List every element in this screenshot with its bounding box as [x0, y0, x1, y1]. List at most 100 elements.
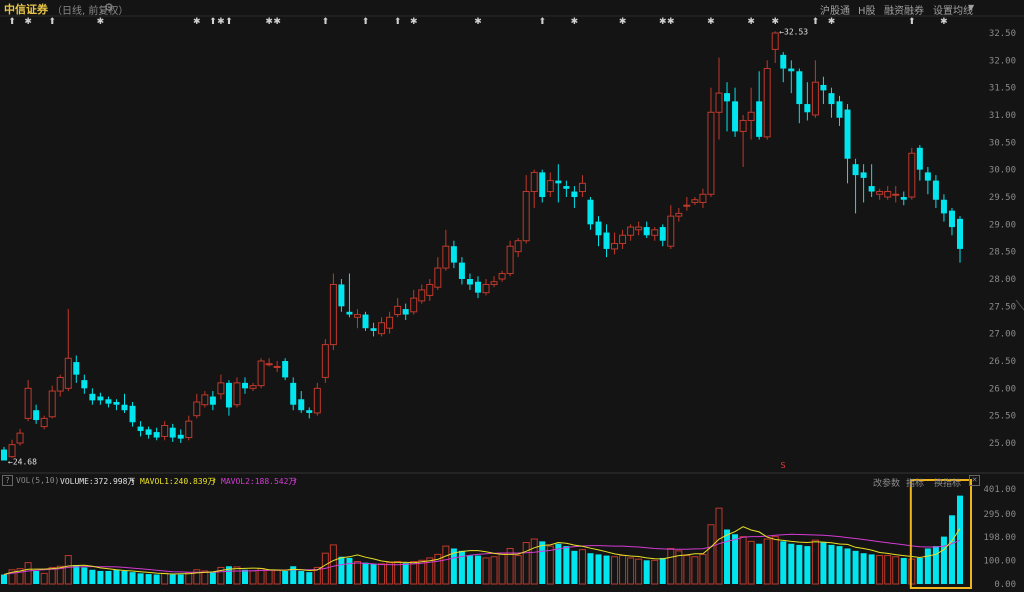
volume-bar	[900, 557, 907, 584]
candle-body	[739, 119, 747, 132]
volume-bar	[329, 544, 337, 585]
candle-body	[64, 357, 72, 389]
volume-bar	[121, 570, 128, 584]
candle-body	[225, 382, 232, 408]
h-share-button[interactable]: H股	[858, 6, 876, 17]
highlight-box	[909, 479, 972, 589]
candle-body	[48, 390, 56, 418]
candle-body	[780, 54, 787, 69]
volume-bar	[715, 507, 723, 585]
candle-body	[587, 199, 594, 225]
candle	[595, 216, 602, 247]
candle-body	[105, 399, 112, 404]
candle-body	[33, 410, 40, 421]
close-icon[interactable]: ✕	[969, 475, 980, 486]
volume-bar	[868, 554, 875, 584]
candle-body	[386, 316, 394, 329]
price-tick-label: 27.50	[989, 302, 1016, 312]
candle	[763, 60, 771, 140]
candle-body	[804, 104, 811, 113]
candle	[442, 229, 450, 271]
candle	[739, 115, 747, 167]
high-price-label: ←32.53	[779, 27, 808, 36]
mavol2-line	[3, 533, 961, 575]
volume-bar	[177, 574, 184, 584]
gear-icon[interactable]: ⚙	[104, 1, 114, 14]
event-marker-icon: ✱	[659, 17, 667, 27]
indicator-button[interactable]: 指标	[906, 479, 925, 489]
candle	[338, 279, 345, 312]
volume-bar	[185, 572, 193, 585]
help-icon[interactable]: ?	[2, 475, 13, 486]
volume-bar	[739, 536, 747, 585]
candle	[916, 145, 923, 181]
candle	[611, 232, 619, 255]
volume-bar	[193, 569, 201, 585]
volume-bar	[338, 556, 345, 584]
price-tick-label: 32.00	[989, 56, 1016, 66]
candle-body	[378, 322, 386, 335]
chevron-down-icon[interactable]: ▼	[968, 3, 975, 12]
mavol2-value: MAVOL2:188.542万	[221, 477, 297, 486]
candle-body	[715, 92, 723, 113]
stock-title[interactable]: 中信证券	[4, 3, 48, 16]
volume-bar	[306, 572, 313, 584]
event-marker-icon: ✱	[474, 17, 482, 27]
candle-body	[860, 172, 867, 178]
event-marker-icon: ✱	[828, 17, 836, 27]
edit-params-button[interactable]: 改参数	[873, 479, 901, 489]
candle-body	[1, 449, 7, 461]
volume-bar	[353, 560, 361, 585]
volume-bar	[957, 495, 963, 584]
candle	[113, 399, 120, 411]
candle-body	[651, 229, 659, 236]
candle-body	[627, 226, 635, 236]
candle-body	[595, 221, 602, 236]
event-marker-icon: ✱	[940, 17, 948, 27]
candle	[40, 415, 48, 430]
hk-connect-button[interactable]: 沪股通	[820, 6, 850, 17]
candle	[48, 385, 56, 419]
candle	[836, 95, 843, 126]
candle-body	[828, 93, 835, 105]
volume-bar	[796, 544, 803, 584]
candle-body	[177, 434, 184, 439]
ma-settings-button[interactable]: 设置均线	[933, 6, 973, 17]
volume-bar	[844, 548, 851, 584]
candle-body	[329, 283, 337, 346]
candle	[957, 216, 963, 263]
volume-bar	[249, 570, 257, 585]
candle-body	[137, 426, 144, 431]
candle	[948, 207, 955, 236]
candle-body	[756, 101, 763, 137]
candle-body	[458, 262, 465, 279]
candle	[578, 175, 586, 197]
volume-bar	[233, 566, 241, 585]
candle	[402, 303, 409, 320]
volume-bar	[530, 538, 538, 585]
price-tick-label: 25.50	[989, 412, 1016, 422]
margin-trading-button[interactable]: 融资融券	[884, 6, 924, 17]
volume-bar	[89, 569, 96, 584]
candle-body	[16, 432, 24, 444]
candle	[290, 377, 297, 411]
candle	[747, 87, 755, 140]
candle	[707, 87, 715, 197]
volume-bar	[81, 567, 88, 584]
volume-bar	[73, 565, 80, 584]
candle	[121, 393, 128, 413]
candle	[530, 169, 538, 208]
candle-body	[659, 227, 666, 241]
candle	[724, 82, 731, 132]
switch-indicator-button[interactable]: 换指标	[934, 479, 962, 489]
candle-body	[852, 164, 859, 176]
candle	[539, 169, 546, 203]
candle	[346, 273, 353, 318]
candle	[394, 298, 402, 318]
candle-body	[957, 218, 963, 249]
volume-bar	[563, 546, 570, 584]
volume-bar	[290, 566, 297, 584]
candle	[209, 391, 216, 411]
volume-value: VOLUME:372.998万	[60, 477, 136, 486]
